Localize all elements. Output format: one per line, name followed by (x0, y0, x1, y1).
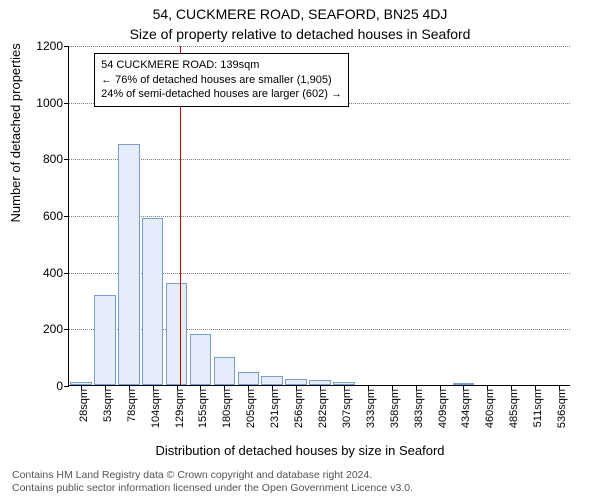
xtick-label: 511sqm (532, 389, 544, 427)
bar (118, 144, 140, 385)
bar (166, 283, 188, 385)
ytick-label: 200 (43, 322, 69, 336)
title-line-2: Size of property relative to detached ho… (0, 26, 600, 42)
gridline (69, 46, 570, 47)
info-box: 54 CUCKMERE ROAD: 139sqm← 76% of detache… (94, 53, 349, 108)
bar (94, 295, 116, 385)
xtick-label: 256sqm (293, 389, 305, 428)
chart-container: 54, CUCKMERE ROAD, SEAFORD, BN25 4DJ Siz… (0, 0, 600, 500)
ytick-label: 400 (43, 266, 69, 280)
info-box-line-1: 54 CUCKMERE ROAD: 139sqm (101, 58, 342, 73)
gridline (69, 159, 570, 160)
ytick-label: 600 (43, 209, 69, 223)
x-axis-label: Distribution of detached houses by size … (0, 443, 600, 458)
xtick-label: 231sqm (269, 389, 281, 428)
attribution-text: Contains HM Land Registry data © Crown c… (12, 469, 413, 496)
xtick-label: 53sqm (102, 389, 114, 422)
info-box-line-3: 24% of semi-detached houses are larger (… (101, 87, 342, 102)
xtick-label: 282sqm (317, 389, 329, 428)
info-box-line-2: ← 76% of detached houses are smaller (1,… (101, 73, 342, 88)
xtick-label: 536sqm (556, 389, 568, 428)
xtick-label: 383sqm (413, 389, 425, 428)
xtick-label: 358sqm (389, 389, 401, 428)
xtick-label: 180sqm (221, 389, 233, 428)
title-line-1: 54, CUCKMERE ROAD, SEAFORD, BN25 4DJ (0, 6, 600, 22)
gridline (69, 216, 570, 217)
plot-area: 02004006008001000120028sqm53sqm78sqm104s… (68, 46, 570, 386)
xtick-label: 129sqm (174, 389, 186, 428)
ytick-label: 0 (56, 379, 69, 393)
y-axis-label: Number of detached properties (8, 43, 23, 222)
ytick-label: 800 (43, 152, 69, 166)
xtick-label: 307sqm (341, 389, 353, 428)
xtick-label: 104sqm (150, 389, 162, 428)
xtick-label: 333sqm (365, 389, 377, 428)
xtick-label: 78sqm (126, 389, 138, 422)
attribution-line-1: Contains HM Land Registry data © Crown c… (12, 469, 413, 483)
xtick-label: 409sqm (437, 389, 449, 428)
bar (214, 357, 236, 385)
xtick-label: 155sqm (197, 389, 209, 428)
xtick-label: 460sqm (484, 389, 496, 428)
xtick-label: 485sqm (508, 389, 520, 428)
xtick-label: 28sqm (78, 389, 90, 422)
ytick-label: 1000 (36, 96, 69, 110)
xtick-label: 205sqm (245, 389, 257, 428)
bar (261, 376, 283, 385)
bar (238, 372, 260, 385)
xtick-label: 434sqm (460, 389, 472, 428)
bar (190, 334, 212, 385)
ytick-label: 1200 (36, 39, 69, 53)
attribution-line-2: Contains public sector information licen… (12, 482, 413, 496)
bar (142, 218, 164, 385)
